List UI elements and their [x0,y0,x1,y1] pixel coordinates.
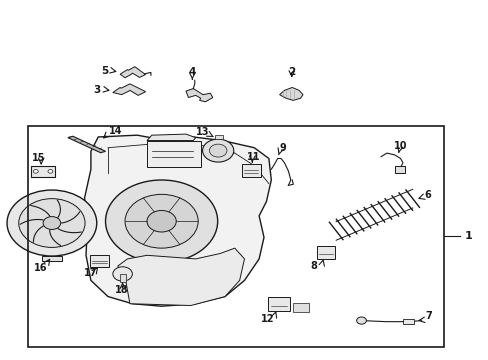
Circle shape [209,144,226,157]
Polygon shape [118,248,244,306]
Bar [42,256,61,261]
Polygon shape [185,89,212,102]
Polygon shape [147,134,195,140]
Circle shape [48,170,53,173]
Text: 1: 1 [464,231,472,240]
Text: 8: 8 [310,261,317,271]
Bar [147,140,200,167]
Circle shape [33,170,38,173]
Circle shape [7,190,97,256]
Circle shape [147,211,176,232]
Text: 11: 11 [246,152,260,162]
Circle shape [356,317,366,324]
Circle shape [19,199,85,247]
Text: 9: 9 [279,143,285,153]
Bar [293,303,308,312]
Bar [27,126,444,347]
Text: 15: 15 [31,153,45,163]
Polygon shape [84,135,271,306]
Text: 18: 18 [115,285,128,296]
Text: 6: 6 [424,190,430,200]
Bar [215,135,222,139]
Bar [241,163,261,177]
Text: 10: 10 [393,141,407,151]
Polygon shape [120,67,145,78]
Bar [90,255,109,267]
Text: 14: 14 [108,126,122,135]
Text: 12: 12 [261,314,274,324]
Circle shape [43,217,61,229]
Circle shape [202,139,233,162]
Text: 13: 13 [196,127,209,136]
Text: 17: 17 [83,268,97,278]
Circle shape [113,267,132,281]
Bar [402,319,413,324]
Text: 16: 16 [34,263,48,273]
Polygon shape [279,87,303,100]
Text: 3: 3 [93,85,101,95]
Text: 2: 2 [287,67,295,77]
Text: 7: 7 [425,311,431,321]
Bar [316,246,334,259]
Text: 5: 5 [101,66,108,76]
Bar [120,274,125,282]
Text: 4: 4 [188,67,196,77]
Circle shape [125,194,198,248]
Bar [267,297,289,311]
Bar [394,166,405,173]
Bar [31,166,55,177]
Polygon shape [113,84,145,95]
Circle shape [105,180,217,262]
Polygon shape [68,136,105,153]
